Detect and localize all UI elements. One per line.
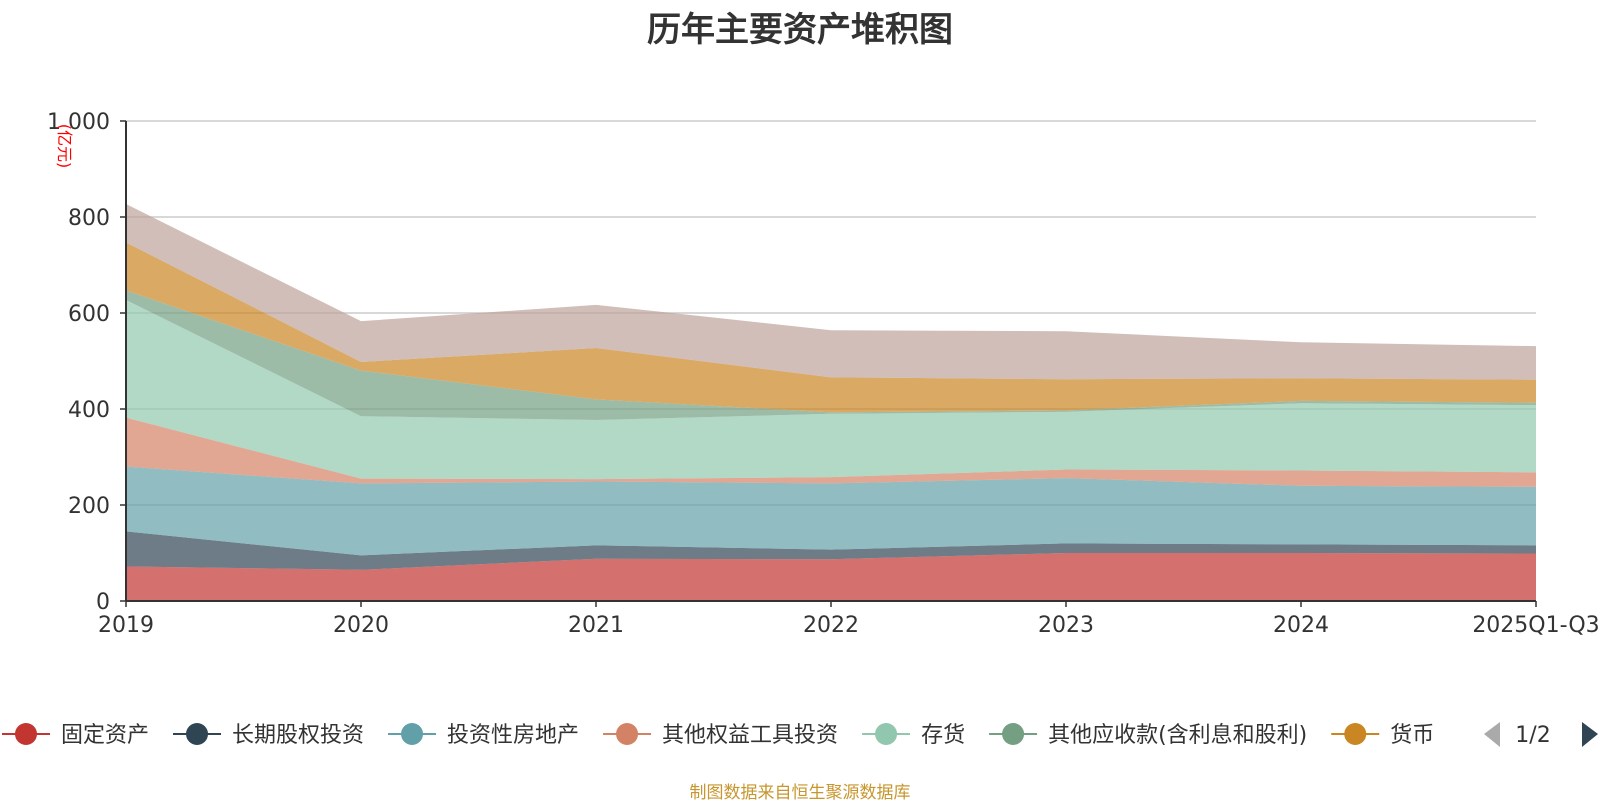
legend-item[interactable]: 货币: [1331, 723, 1434, 748]
legend-label: 存货: [921, 723, 965, 748]
axes: 0 200 400 600 800 1 000 2019 2020 2021 2022 2023 20…: [47, 110, 1600, 638]
legend-label: 投资性房地产: [447, 723, 579, 748]
legend-item[interactable]: 固定资产: [2, 723, 149, 748]
x-tick-label: 2022: [803, 613, 859, 638]
stacked-area-chart: 0 200 400 600 800 1 000 2019 2020 2021 2022 2023 20…: [2, 110, 1600, 748]
legend-marker: [15, 723, 37, 745]
y-tick-label: 200: [68, 494, 110, 519]
legend-marker: [1002, 723, 1025, 745]
x-tick-label: 2023: [1038, 613, 1094, 638]
area-series: [126, 204, 1536, 601]
legend-label: 其他应收款(含利息和股利): [1048, 723, 1307, 748]
area-固定资产: [126, 553, 1536, 601]
legend-label: 固定资产: [61, 723, 149, 748]
legend-label: 其他权益工具投资: [662, 723, 838, 748]
y-tick-label: 0: [96, 590, 110, 615]
area-其他应收款(含利息和股利): [126, 290, 1536, 421]
x-tick-label: 2019: [98, 613, 154, 638]
area-其他: [126, 204, 1536, 380]
legend-item[interactable]: 其他权益工具投资: [603, 723, 838, 748]
legend-marker: [401, 723, 424, 745]
x-tick-label: 2021: [568, 613, 624, 638]
area-其他权益工具投资: [126, 417, 1536, 487]
legend-label: 货币: [1390, 723, 1434, 748]
y-tick-label: 600: [68, 302, 110, 327]
area-货币资金: [126, 242, 1536, 413]
legend-marker: [616, 723, 639, 745]
legend-marker: [186, 723, 209, 745]
x-tick-label: 2025Q1-Q3: [1472, 613, 1599, 638]
y-axis-unit-label: (亿元): [55, 124, 74, 169]
legend-item[interactable]: 投资性房地产: [388, 723, 579, 748]
legend-prev-page-icon[interactable]: [1484, 722, 1500, 747]
legend-items[interactable]: 固定资产 长期股权投资 投资性房地产 其他权益工具投资 存货 其他应收款(含利息和股利) 货…: [2, 723, 1434, 748]
legend-page-indicator: 1/2: [1515, 723, 1550, 748]
y-tick-label: 1 000: [47, 110, 110, 135]
chart-title: 历年主要资产堆积图: [647, 10, 953, 50]
legend-label: 长期股权投资: [232, 723, 364, 748]
legend-item[interactable]: 其他应收款(含利息和股利): [989, 723, 1307, 748]
legend-marker: [875, 723, 898, 745]
legend[interactable]: 固定资产 长期股权投资 投资性房地产 其他权益工具投资 存货 其他应收款(含利息和股利) 货…: [2, 722, 1598, 748]
data-source-note: 制图数据来自恒生聚源数据库: [689, 783, 911, 803]
legend-item[interactable]: 存货: [862, 723, 965, 748]
legend-item[interactable]: 长期股权投资: [173, 723, 364, 748]
y-tick-label: 800: [68, 206, 110, 231]
legend-next-page-icon[interactable]: [1582, 722, 1598, 747]
area-投资性房地产: [126, 466, 1536, 556]
legend-marker: [1344, 723, 1367, 745]
area-存货: [126, 300, 1536, 480]
area-长期股权投资: [126, 531, 1536, 570]
x-tick-label: 2020: [333, 613, 389, 638]
x-tick-label: 2024: [1273, 613, 1329, 638]
y-tick-label: 400: [68, 398, 110, 423]
